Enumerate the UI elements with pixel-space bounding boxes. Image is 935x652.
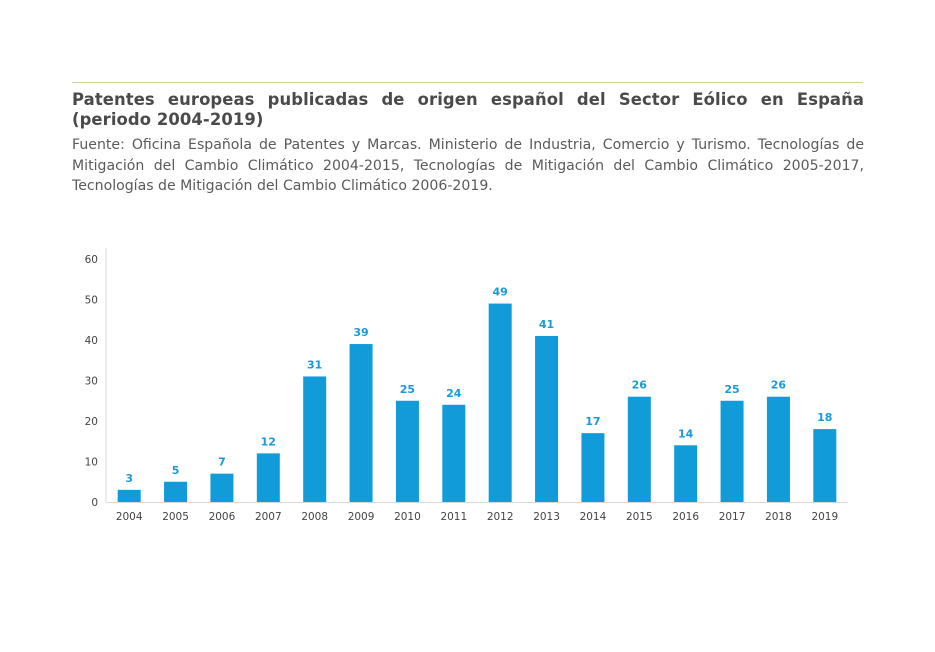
y-tick-label: 10 xyxy=(85,457,98,469)
y-tick-label: 0 xyxy=(91,497,98,509)
bar-2004 xyxy=(117,489,141,502)
bar-2018 xyxy=(766,396,790,502)
bar-2017 xyxy=(720,400,744,502)
data-label: 18 xyxy=(817,411,832,424)
x-tick-label: 2007 xyxy=(255,511,282,523)
data-label: 25 xyxy=(400,383,415,396)
title-rule xyxy=(72,82,863,83)
y-tick-label: 60 xyxy=(85,254,98,266)
y-axis: 0 10 20 30 40 50 60 xyxy=(85,248,107,509)
x-tick-label: 2013 xyxy=(533,511,560,523)
x-tick-label: 2016 xyxy=(672,511,699,523)
data-label: 26 xyxy=(771,379,787,392)
data-label: 3 xyxy=(125,472,133,485)
x-axis: 2004 2005 2006 2007 2008 2009 2010 2011 2012 2013… xyxy=(106,502,848,523)
bar-2009 xyxy=(349,344,373,502)
data-label: 12 xyxy=(261,435,276,448)
x-tick-label: 2004 xyxy=(116,511,143,523)
data-label: 41 xyxy=(539,318,554,331)
x-tick-label: 2008 xyxy=(301,511,328,523)
data-label: 17 xyxy=(585,415,600,428)
x-tick-label: 2010 xyxy=(394,511,421,523)
bar-2015 xyxy=(627,396,651,502)
x-tick-label: 2012 xyxy=(487,511,514,523)
x-tick-label: 2011 xyxy=(440,511,467,523)
data-label: 24 xyxy=(446,387,462,400)
data-label: 7 xyxy=(218,456,226,469)
bar-2008 xyxy=(303,376,327,502)
bar-2006 xyxy=(210,473,234,502)
y-tick-label: 50 xyxy=(85,295,98,307)
chart-source: Fuente: Oficina Española de Patentes y M… xyxy=(72,137,864,194)
x-tick-label: 2018 xyxy=(765,511,792,523)
y-tick-label: 30 xyxy=(85,376,98,388)
x-tick-label: 2017 xyxy=(719,511,746,523)
data-label: 31 xyxy=(307,358,322,371)
bar-2012 xyxy=(488,303,512,502)
bar-2007 xyxy=(256,453,280,502)
chart-title: Patentes europeas publicadas de origen e… xyxy=(72,90,864,129)
data-label: 39 xyxy=(353,326,368,339)
bar-2011 xyxy=(442,404,466,502)
x-tick-label: 2009 xyxy=(348,511,375,523)
data-label: 49 xyxy=(493,286,508,299)
data-label: 26 xyxy=(632,379,648,392)
bar-2013 xyxy=(535,335,559,502)
bars: 3 5 7 12 31 39 25 24 49 41 17 26 14 25 26 18 xyxy=(117,286,837,502)
bar-2019 xyxy=(813,429,837,502)
bar-2016 xyxy=(674,445,698,502)
x-tick-label: 2014 xyxy=(580,511,607,523)
x-tick-label: 2015 xyxy=(626,511,653,523)
bar-2014 xyxy=(581,433,605,502)
data-label: 25 xyxy=(724,383,739,396)
data-label: 14 xyxy=(678,427,694,440)
y-tick-label: 40 xyxy=(85,335,98,347)
x-tick-label: 2006 xyxy=(209,511,236,523)
data-label: 5 xyxy=(172,464,180,477)
bar-2010 xyxy=(395,400,419,502)
y-tick-label: 20 xyxy=(85,416,98,428)
bar-2005 xyxy=(164,481,188,502)
x-tick-label: 2005 xyxy=(162,511,189,523)
x-tick-label: 2019 xyxy=(811,511,838,523)
